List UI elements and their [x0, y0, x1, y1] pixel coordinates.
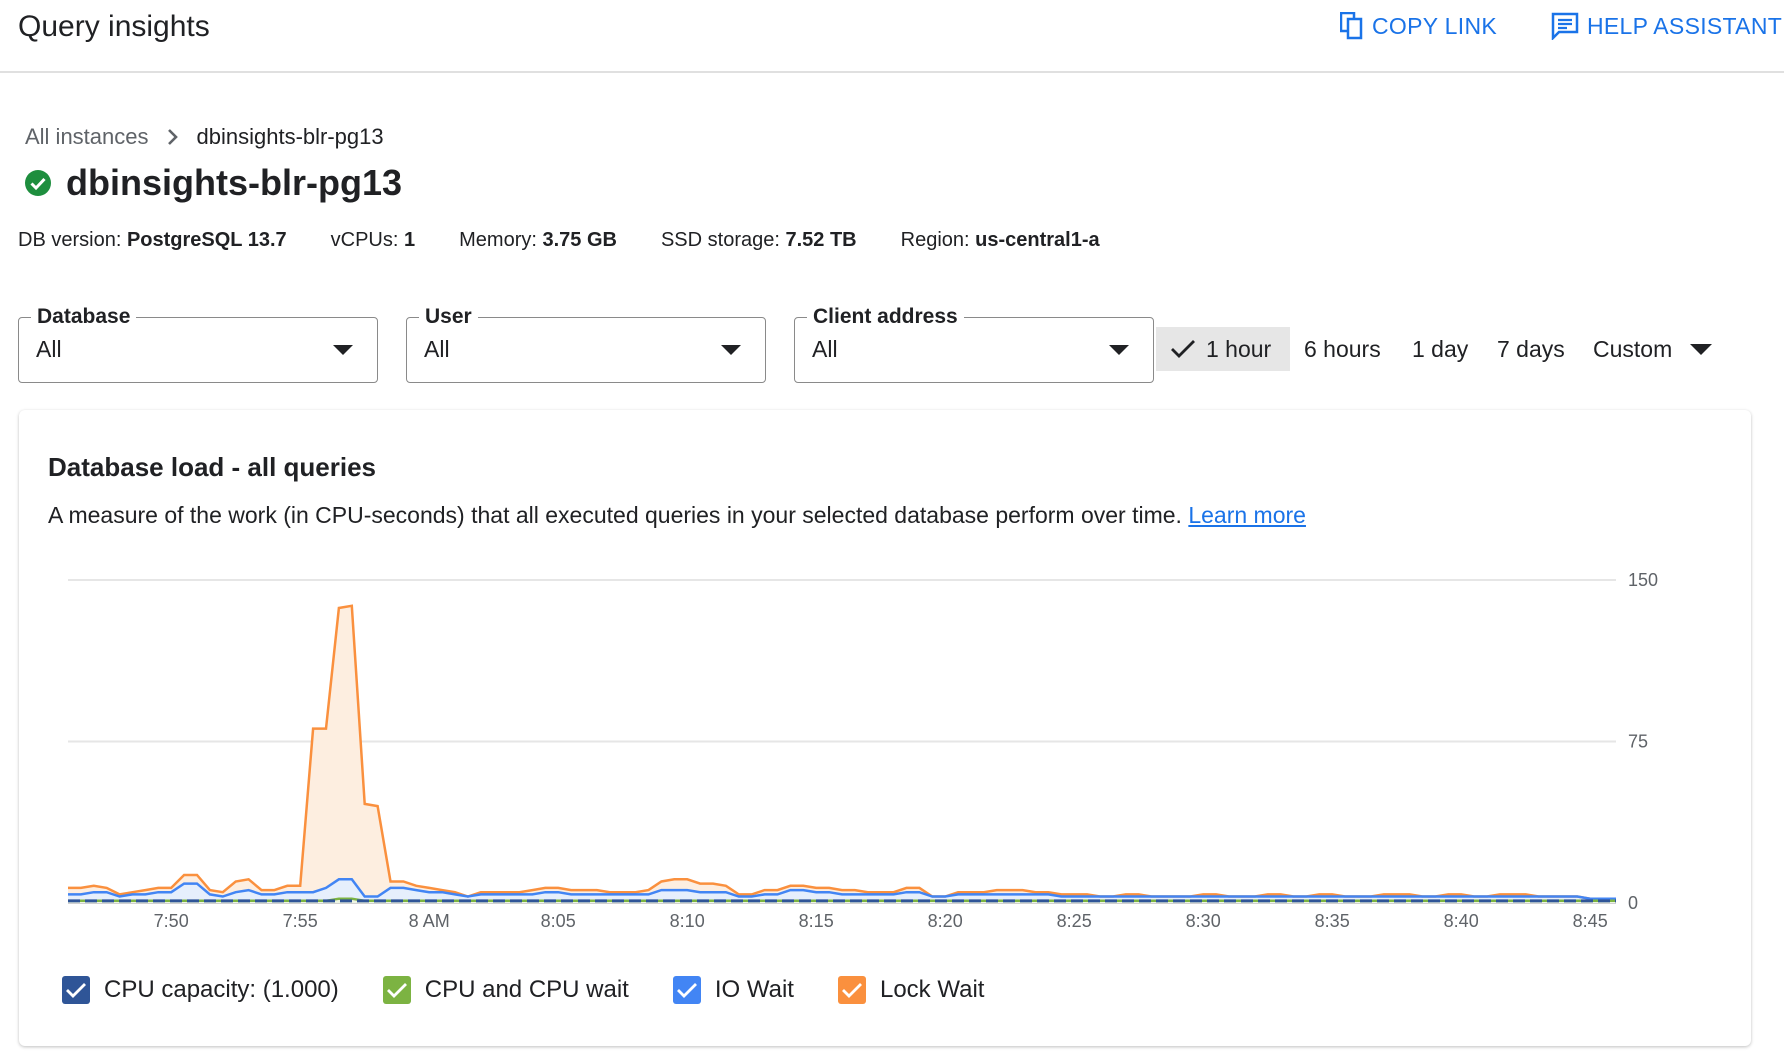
checkbox-checked-icon[interactable] — [382, 976, 411, 1004]
help-assistant-label: HELP ASSISTANT — [1587, 12, 1783, 39]
info-db-version: DB version: PostgreSQL 13.7 — [18, 229, 287, 251]
time-custom-label: Custom — [1593, 335, 1673, 362]
help-assistant-button[interactable]: HELP ASSISTANT — [1551, 12, 1782, 40]
x-tick-label: 8:40 — [1444, 911, 1479, 931]
x-tick-label: 8:20 — [928, 911, 963, 931]
info-ssd-storage: SSD storage: 7.52 TB — [660, 229, 857, 251]
y-tick-label: 150 — [1628, 570, 1658, 590]
database-value: All — [36, 336, 62, 362]
client-address-select[interactable]: Client address All — [794, 305, 1154, 383]
caret-down-icon — [1690, 343, 1713, 355]
x-tick-label: 7:55 — [283, 911, 318, 931]
user-value: All — [424, 336, 450, 362]
info-vcpus: vCPUs: 1 — [330, 229, 416, 251]
header-divider — [0, 71, 1784, 73]
caret-down-icon — [721, 345, 741, 355]
copy-icon — [1340, 12, 1363, 40]
check-circle-icon — [25, 170, 51, 196]
checkbox-checked-icon[interactable] — [62, 976, 90, 1004]
info-region: Region: us-central1-a — [900, 229, 1100, 251]
time-1-hour-button[interactable]: 1 hour — [1156, 327, 1290, 371]
time-custom-button[interactable]: Custom — [1579, 327, 1726, 371]
x-tick-label: 8:35 — [1315, 911, 1350, 931]
checkbox-checked-icon[interactable] — [837, 976, 866, 1004]
io-wait-line — [68, 878, 1616, 900]
legend-cpu-and-cpu-wait[interactable]: CPU and CPU wait — [382, 976, 629, 1004]
chat-icon — [1551, 12, 1579, 40]
instance-name: dbinsights-blr-pg13 — [66, 162, 402, 203]
checkbox-checked-icon[interactable] — [672, 976, 701, 1004]
legend-cpu-capacity[interactable]: CPU capacity: (1.000) — [62, 976, 339, 1004]
x-tick-label: 8:05 — [541, 911, 576, 931]
lock-wait-line — [68, 604, 1616, 900]
check-icon — [1171, 340, 1195, 358]
x-tick-label: 7:50 — [154, 911, 189, 931]
time-6-hours-button[interactable]: 6 hours — [1304, 335, 1381, 362]
legend-lock-wait[interactable]: Lock Wait — [837, 976, 984, 1004]
copy-link-button[interactable]: COPY LINK — [1340, 12, 1497, 40]
client-address-value: All — [812, 336, 838, 362]
client-address-label: Client address — [807, 305, 964, 329]
learn-more-link[interactable]: Learn more — [1188, 502, 1306, 528]
info-memory: Memory: 3.75 GB — [459, 229, 617, 251]
x-tick-label: 8:25 — [1057, 911, 1092, 931]
card-title: Database load - all queries — [48, 452, 377, 482]
card-description: A measure of the work (in CPU-seconds) t… — [48, 502, 1306, 528]
user-select[interactable]: User All — [406, 305, 766, 383]
copy-link-label: COPY LINK — [1372, 12, 1497, 39]
caret-down-icon — [1109, 345, 1129, 355]
caret-down-icon — [333, 345, 353, 355]
legend-io-wait[interactable]: IO Wait — [672, 976, 794, 1004]
breadcrumb-all-instances[interactable]: All instances — [25, 124, 149, 149]
breadcrumb: All instances dbinsights-blr-pg13 — [25, 124, 384, 150]
x-tick-label: 8 AM — [409, 911, 450, 931]
x-tick-label: 8:15 — [799, 911, 834, 931]
time-1-hour-label: 1 hour — [1206, 335, 1272, 362]
database-load-card — [19, 410, 1751, 1046]
chart-legend: CPU capacity: (1.000) CPU and CPU wait I… — [62, 976, 1028, 1004]
chevron-right-icon — [167, 129, 178, 145]
instance-info: DB version: PostgreSQL 13.7 vCPUs: 1 Mem… — [18, 229, 1100, 252]
lock-wait-area — [68, 605, 1616, 899]
page-title: Query insights — [18, 10, 210, 43]
y-tick-label: 75 — [1628, 732, 1648, 752]
x-tick-label: 8:10 — [670, 911, 705, 931]
time-7-days-button[interactable]: 7 days — [1497, 335, 1565, 362]
time-1-day-button[interactable]: 1 day — [1412, 335, 1469, 362]
database-load-chart: 0 75 150 7:50 7:55 8 AM 8:05 8:10 8:15 8:20 8:25 8:… — [68, 570, 1658, 931]
x-tick-label: 8:30 — [1186, 911, 1221, 931]
x-tick-label: 8:45 — [1573, 911, 1608, 931]
database-select[interactable]: Database All — [18, 305, 378, 383]
instance-heading: dbinsights-blr-pg13 — [24, 162, 402, 204]
breadcrumb-current: dbinsights-blr-pg13 — [196, 124, 384, 149]
user-label: User — [419, 305, 478, 329]
database-label: Database — [31, 305, 137, 329]
y-tick-label: 0 — [1628, 893, 1638, 913]
